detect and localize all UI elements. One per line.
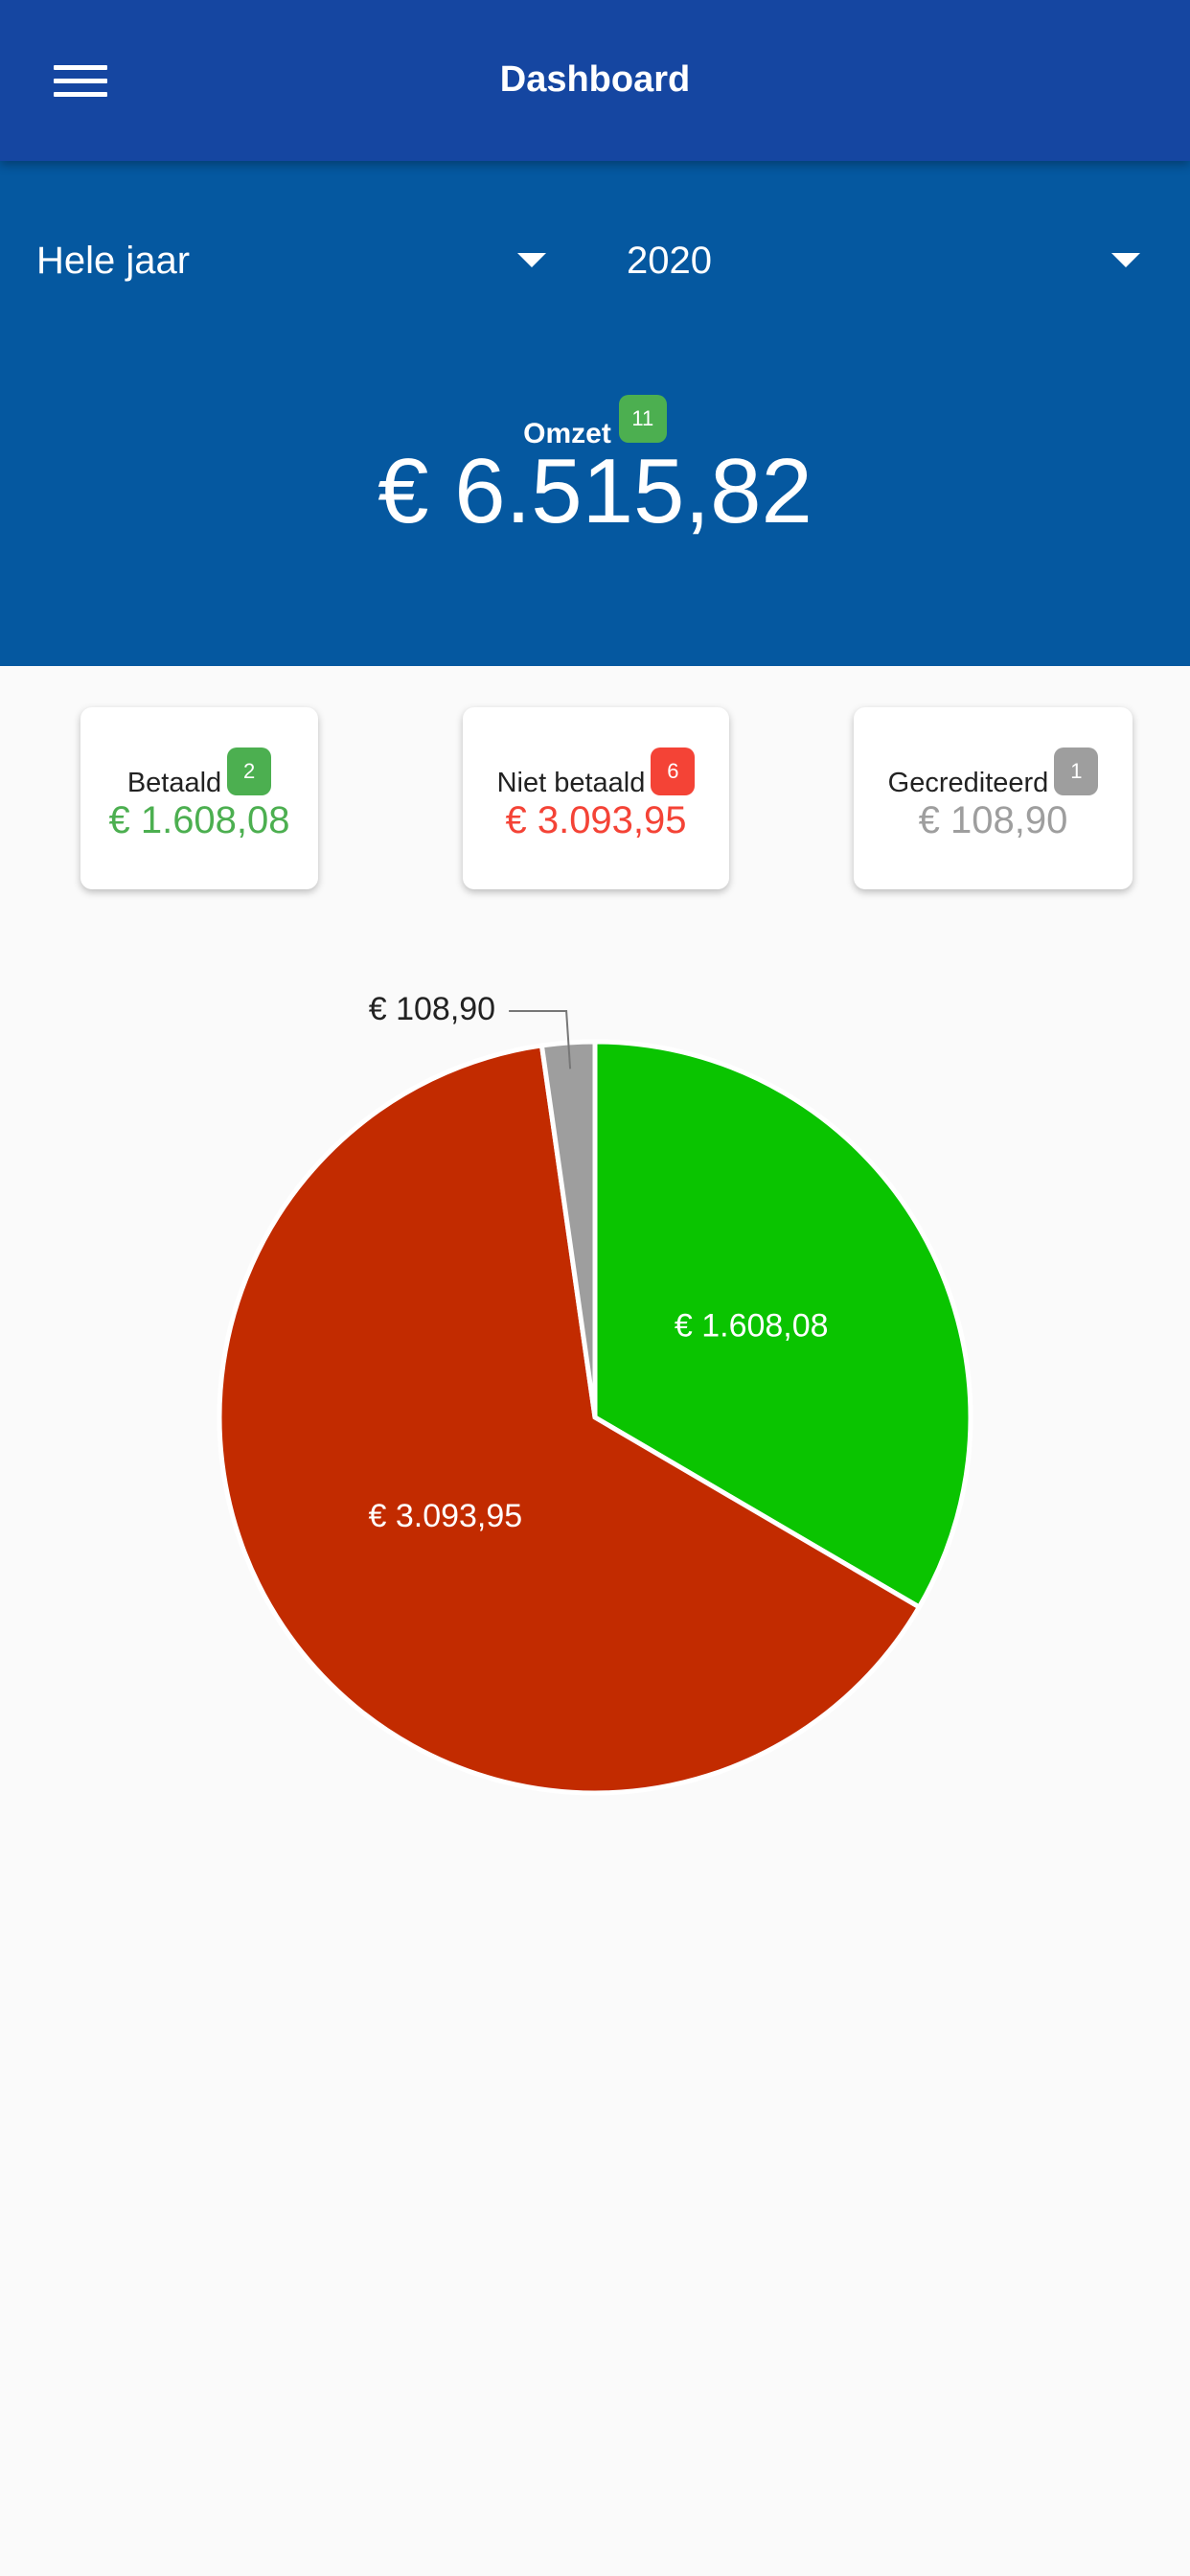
- count-badge: 6: [651, 748, 696, 795]
- status-card[interactable]: Niet betaald 6 € 3.093,95: [463, 707, 729, 889]
- slice-label: € 108,90: [369, 991, 495, 1027]
- card-amount: € 108,90: [918, 799, 1068, 841]
- pie-slice: [217, 1043, 923, 1796]
- status-card[interactable]: Betaald 2 € 1.608,08: [80, 707, 318, 889]
- card-amount: € 1.608,08: [108, 799, 290, 841]
- card-amount: € 3.093,95: [505, 799, 687, 841]
- summary-panel: Hele jaar 2020 Omzet 11 € 6.515,82: [0, 161, 1190, 666]
- app-bar: Dashboard: [0, 0, 1190, 161]
- revenue-amount: € 6.515,82: [378, 440, 812, 542]
- revenue-label: Omzet: [523, 418, 611, 449]
- card-heading: Gecrediteerd 1: [854, 748, 1133, 799]
- page-title: Dashboard: [499, 59, 691, 100]
- dropdown-arrow[interactable]: [1111, 253, 1140, 267]
- card-heading: Betaald 2: [80, 748, 318, 799]
- dropdown-arrow[interactable]: [517, 253, 546, 267]
- slice-label: € 3.093,95: [368, 1498, 522, 1534]
- period-select[interactable]: Hele jaar: [36, 240, 191, 282]
- count-badge: 2: [227, 748, 272, 795]
- menu-button[interactable]: [54, 65, 107, 98]
- card-title: Niet betaald: [496, 768, 646, 798]
- card-title: Betaald: [126, 768, 222, 798]
- count-badge: 11: [618, 395, 667, 443]
- pie-slice: [592, 1039, 973, 1611]
- revenue-heading: Omzet 11: [0, 395, 1190, 450]
- status-card[interactable]: Gecrediteerd 1 € 108,90: [854, 707, 1133, 889]
- card-heading: Niet betaald 6: [463, 748, 729, 799]
- leader-line: [509, 1010, 572, 1070]
- count-badge: 1: [1054, 748, 1099, 795]
- year-select[interactable]: 2020: [627, 240, 712, 282]
- slice-label: € 1.608,08: [675, 1307, 829, 1344]
- card-title: Gecrediteerd: [887, 768, 1049, 798]
